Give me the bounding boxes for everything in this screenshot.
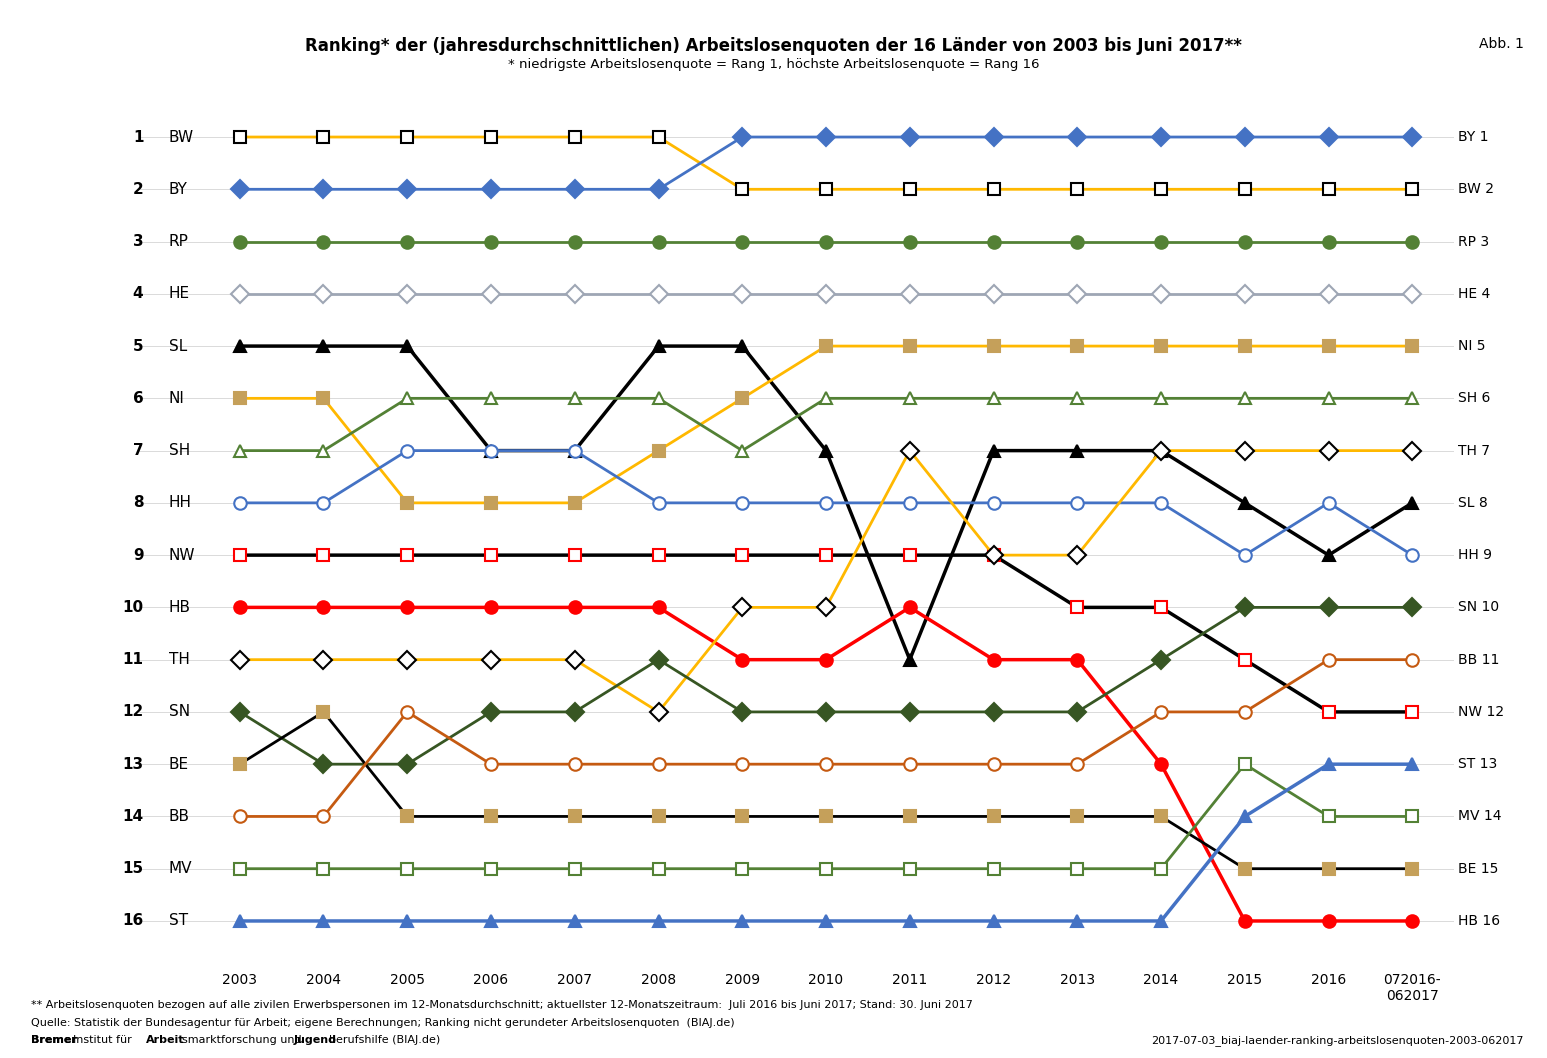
Text: 5: 5 <box>133 339 144 353</box>
Text: SH: SH <box>169 443 190 458</box>
Text: RP 3: RP 3 <box>1459 235 1490 249</box>
Text: BW 2: BW 2 <box>1459 182 1494 197</box>
Text: Bremer: Bremer <box>31 1035 80 1044</box>
Text: HB: HB <box>169 600 190 615</box>
Text: ** Arbeitslosenquoten bezogen auf alle zivilen Erwerbspersonen im 12-Monatsdurch: ** Arbeitslosenquoten bezogen auf alle z… <box>31 1000 973 1009</box>
Text: NW: NW <box>169 548 195 563</box>
Text: BE: BE <box>169 756 189 771</box>
Text: HH 9: HH 9 <box>1459 548 1493 562</box>
Text: Bremer: Bremer <box>31 1035 80 1044</box>
Text: * niedrigste Arbeitslosenquote = Rang 1, höchste Arbeitslosenquote = Rang 16: * niedrigste Arbeitslosenquote = Rang 1,… <box>507 58 1040 71</box>
Text: NI: NI <box>169 390 184 406</box>
Text: Institut für: Institut für <box>73 1035 136 1044</box>
Text: 11: 11 <box>122 652 144 668</box>
Text: 6: 6 <box>133 390 144 406</box>
Text: SN: SN <box>169 705 190 719</box>
Text: 13: 13 <box>122 756 144 771</box>
Text: 9: 9 <box>133 548 144 563</box>
Text: BY 1: BY 1 <box>1459 130 1488 144</box>
Text: HH: HH <box>169 495 192 510</box>
Text: 14: 14 <box>122 809 144 824</box>
Text: HE 4: HE 4 <box>1459 287 1491 300</box>
Text: SN 10: SN 10 <box>1459 600 1499 615</box>
Text: 4: 4 <box>133 287 144 302</box>
Text: 2: 2 <box>133 182 144 197</box>
Text: 2017-07-03_biaj-laender-ranking-arbeitslosenquoten-2003-062017: 2017-07-03_biaj-laender-ranking-arbeitsl… <box>1151 1035 1524 1045</box>
Text: 10: 10 <box>122 600 144 615</box>
Text: TH: TH <box>169 652 189 668</box>
Text: SL: SL <box>169 339 187 353</box>
Text: 8: 8 <box>133 495 144 510</box>
Text: 7: 7 <box>133 443 144 458</box>
Text: Quelle: Statistik der Bundesagentur für Arbeit; eigene Berechnungen; Ranking nic: Quelle: Statistik der Bundesagentur für … <box>31 1018 735 1027</box>
Text: Arbeit: Arbeit <box>145 1035 184 1044</box>
Text: BB: BB <box>169 809 190 824</box>
Text: SH 6: SH 6 <box>1459 391 1491 405</box>
Text: BW: BW <box>169 129 193 145</box>
Text: 12: 12 <box>122 705 144 719</box>
Text: ST 13: ST 13 <box>1459 758 1497 771</box>
Text: BY: BY <box>169 182 187 197</box>
Text: BB 11: BB 11 <box>1459 653 1499 667</box>
Text: Abb. 1: Abb. 1 <box>1479 37 1524 51</box>
Text: TH 7: TH 7 <box>1459 443 1490 458</box>
Text: SL 8: SL 8 <box>1459 496 1488 510</box>
Text: MV 14: MV 14 <box>1459 809 1502 823</box>
Text: 1: 1 <box>133 129 144 145</box>
Text: NW 12: NW 12 <box>1459 705 1505 719</box>
Text: ST: ST <box>169 913 187 929</box>
Text: Ranking* der (jahresdurchschnittlichen) Arbeitslosenquoten der 16 Länder von 200: Ranking* der (jahresdurchschnittlichen) … <box>305 37 1242 55</box>
Text: BE 15: BE 15 <box>1459 861 1499 876</box>
Text: 15: 15 <box>122 861 144 876</box>
Text: berufshilfe (BIAJ.de): berufshilfe (BIAJ.de) <box>330 1035 441 1044</box>
Text: HE: HE <box>169 287 190 302</box>
Text: NI 5: NI 5 <box>1459 339 1485 353</box>
Text: smarktforschung und: smarktforschung und <box>183 1035 305 1044</box>
Text: Jugend: Jugend <box>294 1035 336 1044</box>
Text: 3: 3 <box>133 234 144 249</box>
Text: HB 16: HB 16 <box>1459 914 1501 928</box>
Text: MV: MV <box>169 861 192 876</box>
Text: 16: 16 <box>122 913 144 929</box>
Text: RP: RP <box>169 234 189 249</box>
